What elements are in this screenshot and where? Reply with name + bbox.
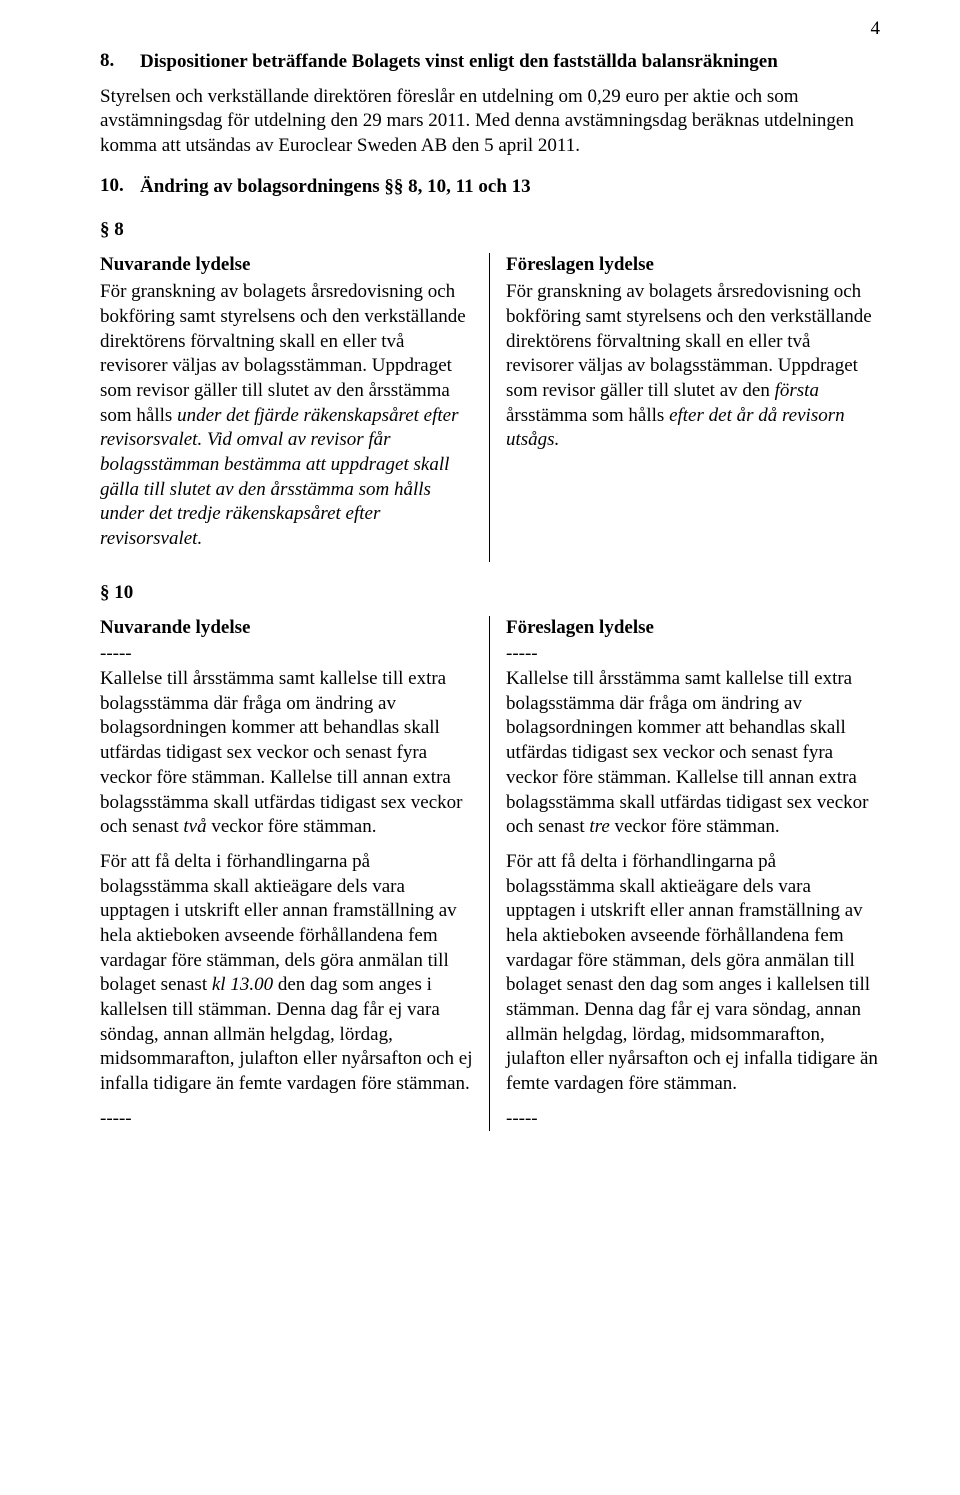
- italic-text: under det fjärde räkenskapsåret efter re…: [100, 405, 458, 549]
- right-column-title: Föreslagen lydelse: [506, 616, 880, 641]
- italic-text: första: [775, 380, 819, 401]
- italic-text: tre: [589, 816, 609, 837]
- right-column: Föreslagen lydelse För granskning av bol…: [490, 253, 880, 561]
- heading-text: Ändring av bolagsordningens §§ 8, 10, 11…: [140, 175, 531, 200]
- text: veckor före stämman.: [207, 816, 377, 837]
- left-column: Nuvarande lydelse För granskning av bola…: [100, 253, 490, 561]
- comparison-columns-8: Nuvarande lydelse För granskning av bola…: [100, 253, 880, 561]
- right-column-para-1: Kallelse till årsstämma samt kallelse ti…: [506, 667, 880, 840]
- italic-text: kl 13.00: [212, 974, 273, 995]
- right-column-title: Föreslagen lydelse: [506, 253, 880, 278]
- page: 4 8. Dispositioner beträffande Bolagets …: [0, 0, 960, 1495]
- heading-number: 8.: [100, 50, 140, 75]
- text: veckor före stämman.: [610, 816, 780, 837]
- dashes: -----: [506, 1107, 880, 1132]
- heading-text: Dispositioner beträffande Bolagets vinst…: [140, 50, 778, 75]
- section-label-10: § 10: [100, 582, 880, 604]
- heading-item-10: 10. Ändring av bolagsordningens §§ 8, 10…: [100, 175, 880, 200]
- right-column-para-2: För att få delta i förhandlingarna på bo…: [506, 850, 880, 1097]
- dashes: -----: [100, 642, 473, 667]
- left-column-title: Nuvarande lydelse: [100, 616, 473, 641]
- section-label-8: § 8: [100, 219, 880, 241]
- dashes: -----: [506, 642, 880, 667]
- left-column-para-1: Kallelse till årsstämma samt kallelse ti…: [100, 667, 473, 840]
- italic-text: två: [183, 816, 206, 837]
- page-number: 4: [871, 18, 881, 40]
- text: Kallelse till årsstämma samt kallelse ti…: [100, 668, 463, 837]
- left-column: Nuvarande lydelse ----- Kallelse till år…: [100, 616, 490, 1132]
- right-column: Föreslagen lydelse ----- Kallelse till å…: [490, 616, 880, 1132]
- left-column-body: För granskning av bolagets årsredovisnin…: [100, 280, 473, 552]
- text: Kallelse till årsstämma samt kallelse ti…: [506, 668, 869, 837]
- text: årsstämma som hålls: [506, 405, 669, 426]
- comparison-columns-10: Nuvarande lydelse ----- Kallelse till år…: [100, 616, 880, 1132]
- heading-number: 10.: [100, 175, 140, 200]
- right-column-body: För granskning av bolagets årsredovisnin…: [506, 280, 880, 453]
- dashes: -----: [100, 1107, 473, 1132]
- left-column-para-2: För att få delta i förhandlingarna på bo…: [100, 850, 473, 1097]
- heading-item-8: 8. Dispositioner beträffande Bolagets vi…: [100, 50, 880, 75]
- paragraph-item-8: Styrelsen och verkställande direktören f…: [100, 85, 880, 159]
- left-column-title: Nuvarande lydelse: [100, 253, 473, 278]
